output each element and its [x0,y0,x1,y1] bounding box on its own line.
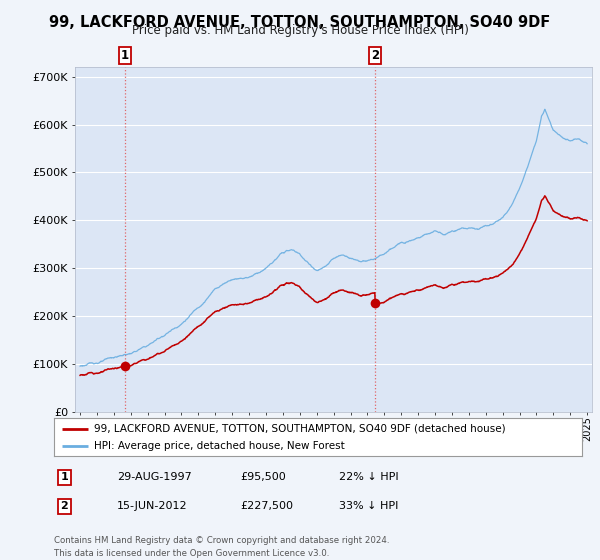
Text: Price paid vs. HM Land Registry's House Price Index (HPI): Price paid vs. HM Land Registry's House … [131,24,469,37]
Text: 99, LACKFORD AVENUE, TOTTON, SOUTHAMPTON, SO40 9DF: 99, LACKFORD AVENUE, TOTTON, SOUTHAMPTON… [49,15,551,30]
Text: 2: 2 [371,49,379,62]
Text: 15-JUN-2012: 15-JUN-2012 [117,501,188,511]
Text: £95,500: £95,500 [240,472,286,482]
Text: 1: 1 [61,472,68,482]
Text: 33% ↓ HPI: 33% ↓ HPI [339,501,398,511]
Text: 1: 1 [121,49,129,62]
Text: 99, LACKFORD AVENUE, TOTTON, SOUTHAMPTON, SO40 9DF (detached house): 99, LACKFORD AVENUE, TOTTON, SOUTHAMPTON… [94,423,505,433]
Text: 29-AUG-1997: 29-AUG-1997 [117,472,192,482]
Text: 2: 2 [61,501,68,511]
Text: HPI: Average price, detached house, New Forest: HPI: Average price, detached house, New … [94,441,344,451]
Text: Contains HM Land Registry data © Crown copyright and database right 2024.
This d: Contains HM Land Registry data © Crown c… [54,536,389,558]
Text: 22% ↓ HPI: 22% ↓ HPI [339,472,398,482]
Text: £227,500: £227,500 [240,501,293,511]
